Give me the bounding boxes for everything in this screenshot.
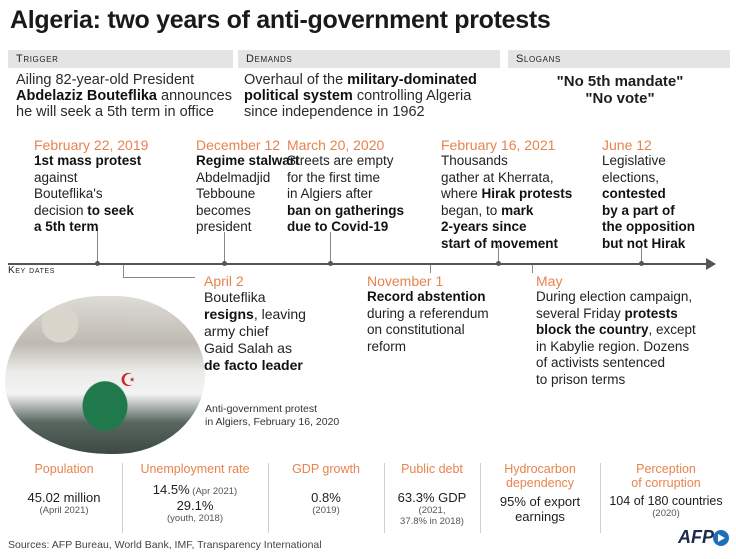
event-mar-2020: March 20, 2020 Streets are empty for the… bbox=[287, 137, 405, 234]
timeline-axis bbox=[8, 263, 708, 265]
stat-debt: Public debt 63.3% GDP (2021, 37.8% in 20… bbox=[397, 462, 467, 527]
dot-e5 bbox=[639, 261, 644, 266]
stat-separator bbox=[268, 463, 269, 533]
afp-play-icon bbox=[713, 530, 729, 546]
tick-e2 bbox=[224, 232, 225, 263]
event-apr-2019: April 2 Bouteflika resigns, leaving army… bbox=[204, 273, 306, 373]
demands-text: Overhaul of the military-dominated polit… bbox=[244, 72, 477, 120]
page-title: Algeria: two years of anti-government pr… bbox=[10, 6, 551, 34]
slogans-text: "No 5th mandate" "No vote" bbox=[556, 73, 684, 107]
tick-e6-h bbox=[123, 277, 195, 278]
tick-e3 bbox=[330, 232, 331, 263]
flag-crescent-icon: ☪ bbox=[120, 370, 137, 390]
event-feb-2019: February 22, 2019 1st mass protest again… bbox=[34, 137, 149, 234]
photo-caption: Anti-government protest in Algiers, Febr… bbox=[205, 403, 340, 428]
stat-hydrocarbon: Hydrocarbon dependency 95% of export ear… bbox=[499, 462, 581, 524]
slogans-header: Slogans bbox=[508, 50, 730, 68]
demands-header: Demands bbox=[238, 50, 500, 68]
stat-population: Population 45.02 million (April 2021) bbox=[27, 462, 101, 516]
tick-e1 bbox=[97, 228, 98, 263]
afp-logo: AFP bbox=[678, 527, 714, 547]
stat-unemployment: Unemployment rate 14.5% (Apr 2021) 29.1%… bbox=[140, 462, 250, 524]
timeline-arrow-icon bbox=[706, 258, 716, 270]
stat-corruption: Perception of corruption 104 of 180 coun… bbox=[609, 462, 723, 519]
stat-separator bbox=[600, 463, 601, 533]
tick-e5 bbox=[641, 245, 642, 263]
trigger-text: Ailing 82-year-old President Abdelaziz B… bbox=[16, 72, 232, 120]
tick-e6 bbox=[123, 265, 124, 278]
key-dates-label: Key dates bbox=[8, 265, 56, 276]
dot-e2 bbox=[222, 261, 227, 266]
stat-separator bbox=[480, 463, 481, 533]
event-feb-2021: February 16, 2021 Thousands gather at Kh… bbox=[441, 137, 573, 251]
dot-e4 bbox=[496, 261, 501, 266]
stat-separator bbox=[384, 463, 385, 533]
event-dec-2019: December 12 Regime stalwart Abdelmadjid … bbox=[196, 137, 300, 234]
tick-e8 bbox=[532, 265, 533, 273]
trigger-header: Trigger bbox=[8, 50, 233, 68]
tick-e7 bbox=[430, 265, 431, 273]
stat-separator bbox=[122, 463, 123, 533]
event-nov-2020: November 1 Record abstention during a re… bbox=[367, 273, 489, 354]
event-may-2021: May During election campaign, several Fr… bbox=[536, 273, 696, 387]
event-jun-2021: June 12 Legislative elections, contested… bbox=[602, 137, 695, 251]
sources-note: Sources: AFP Bureau, World Bank, IMF, Tr… bbox=[8, 539, 322, 551]
dot-e1 bbox=[95, 261, 100, 266]
protest-photo bbox=[5, 296, 205, 454]
dot-e3 bbox=[328, 261, 333, 266]
tick-e4 bbox=[498, 245, 499, 263]
stat-gdp: GDP growth 0.8% (2019) bbox=[292, 462, 360, 516]
